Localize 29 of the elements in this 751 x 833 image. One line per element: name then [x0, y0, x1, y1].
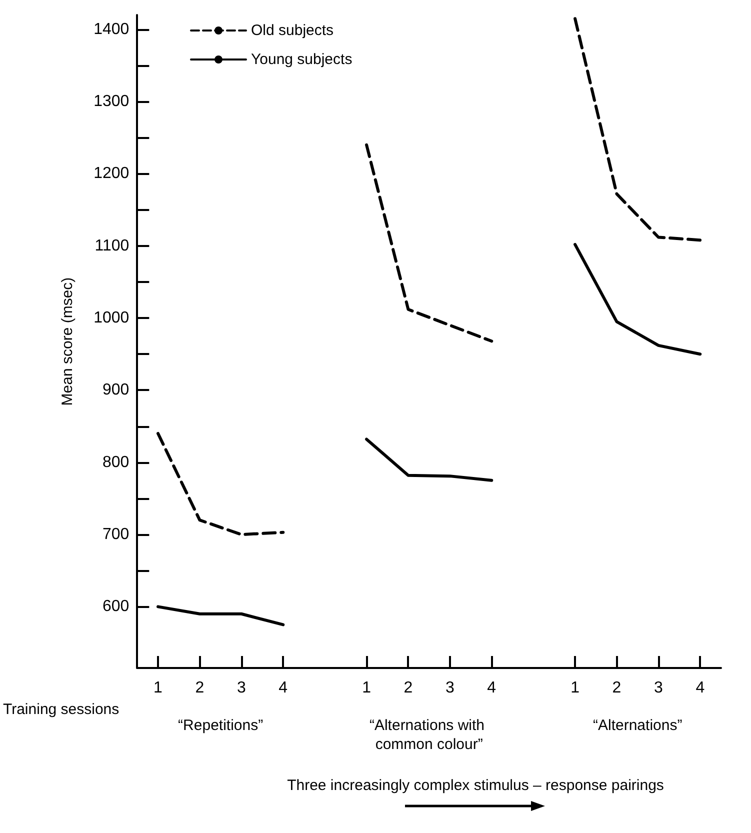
x-tick-label: 3 — [654, 680, 663, 696]
text: “Alternations with common colour” — [369, 717, 489, 753]
x-axis-title: Training sessions — [2, 701, 120, 718]
legend-label: Young subjects — [251, 51, 352, 68]
x-tick-label: 3 — [236, 680, 246, 696]
y-tick-label: 1200 — [94, 165, 130, 182]
text: Three increasingly complex stimulus – response pairings — [287, 777, 664, 794]
x-tick-label: 1 — [154, 680, 163, 696]
legend-label: Old subjects — [251, 22, 334, 39]
y-tick-label: 900 — [102, 382, 130, 399]
y-tick-label: 700 — [102, 526, 130, 544]
x-tick-label: 1 — [362, 680, 372, 696]
x-tick-label: 1 — [570, 680, 580, 696]
x-tick-label: 4 — [278, 680, 288, 696]
y-tick-label: 1300 — [94, 93, 130, 110]
y-tick-label: 800 — [102, 454, 130, 471]
y-tick-label: 1000 — [94, 310, 130, 327]
y-tick-label: 1400 — [94, 20, 130, 38]
x-tick-label: 4 — [696, 680, 705, 696]
x-tick-label: 2 — [195, 680, 204, 696]
x-tick-label: 2 — [612, 680, 622, 696]
y-axis-title: Mean score (msec) — [59, 277, 76, 406]
text: “Alternations” — [592, 717, 682, 734]
x-tick-label: 3 — [445, 680, 454, 696]
y-tick-label: 600 — [102, 598, 130, 616]
x-tick-label: 4 — [487, 680, 496, 696]
text: “Repetitions” — [178, 717, 264, 734]
y-tick-label: 1100 — [94, 237, 130, 254]
x-tick-label: 2 — [404, 680, 413, 696]
